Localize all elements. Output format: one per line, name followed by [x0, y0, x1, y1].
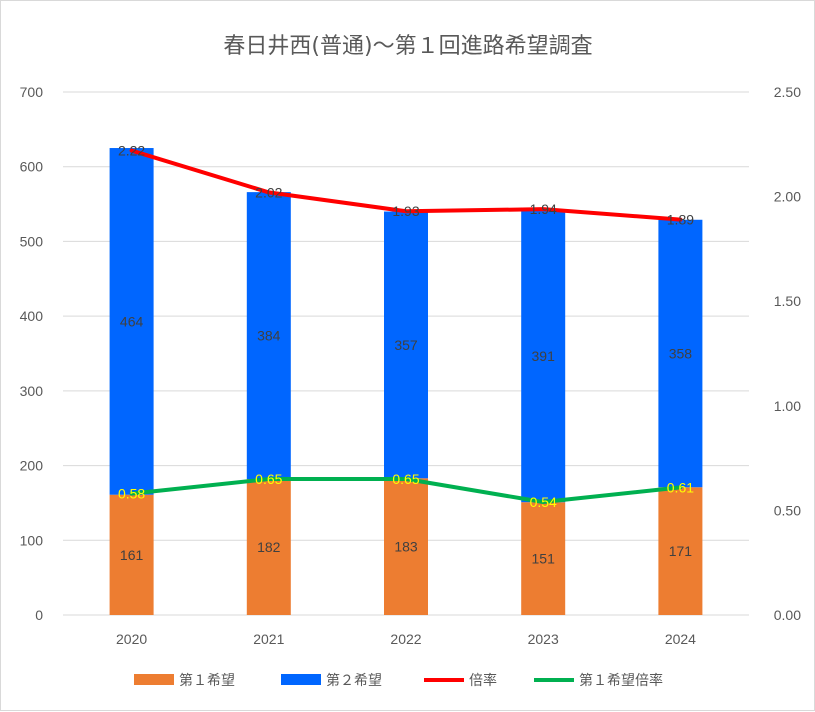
legend: 第１希望 第２希望 倍率 第１希望倍率	[134, 672, 663, 689]
bar-second-choice	[109, 148, 154, 495]
line-value-label: 0.65	[392, 471, 419, 487]
bar-value-label: 182	[257, 539, 281, 555]
bar-second-choice	[246, 192, 291, 480]
legend-label: 倍率	[469, 672, 497, 689]
y-left-tick-label: 500	[20, 233, 44, 249]
legend-label: 第２希望	[326, 672, 382, 689]
bar-first-choice	[246, 479, 291, 615]
line-value-label: 1.93	[392, 203, 419, 219]
y-left-tick-label: 0	[35, 607, 43, 623]
bar-value-label: 171	[669, 543, 693, 559]
legend-swatch	[281, 674, 321, 685]
line-value-label: 0.54	[530, 494, 557, 510]
line-value-label: 2.02	[255, 184, 282, 200]
x-tick-label: 2023	[528, 631, 559, 647]
legend-label: 第１希望倍率	[579, 672, 663, 689]
y-left-tick-label: 200	[20, 458, 44, 474]
bar-first-choice	[658, 487, 703, 615]
y-right-tick-label: 0.00	[774, 607, 801, 623]
y-right-tick-label: 1.50	[774, 293, 801, 309]
bar-second-choice	[521, 210, 566, 503]
ratio-line	[129, 148, 683, 222]
x-tick-label: 2022	[390, 631, 421, 647]
y-left-tick-label: 700	[20, 84, 44, 100]
y-left-tick-label: 400	[20, 308, 44, 324]
line-value-label: 0.61	[667, 479, 694, 495]
x-tick-label: 2021	[253, 631, 284, 647]
line-value-label: 0.65	[255, 471, 282, 487]
bar-second-choice	[658, 219, 703, 488]
bar-first-choice	[521, 502, 566, 615]
y-left-tick-label: 600	[20, 159, 44, 175]
x-tick-label: 2020	[116, 631, 147, 647]
bars	[109, 148, 703, 615]
y-right-tick-label: 0.50	[774, 502, 801, 518]
bar-value-label: 464	[120, 313, 144, 329]
chart-title: 春日井西(普通)〜第１回進路希望調査	[223, 34, 592, 59]
series-lines	[129, 148, 683, 505]
bar-value-label: 384	[257, 328, 281, 344]
bar-first-choice	[109, 494, 154, 615]
line-value-label: 2.22	[118, 143, 145, 159]
axis-tick-labels: 0 100 200 300 400 500 600 700 0.00 0.50 1.00 1.50 2.…	[20, 84, 802, 647]
x-tick-label: 2024	[665, 631, 696, 647]
bar-value-label: 183	[394, 539, 418, 555]
bar-value-label: 151	[532, 551, 556, 567]
bar-value-label: 391	[532, 348, 556, 364]
y-right-tick-label: 2.50	[774, 84, 801, 100]
y-left-tick-label: 300	[20, 383, 44, 399]
line-value-label: 1.94	[530, 201, 557, 217]
line-value-label: 1.89	[667, 212, 694, 228]
y-left-tick-label: 100	[20, 532, 44, 548]
legend-label: 第１希望	[179, 672, 235, 689]
line-value-label: 0.58	[118, 486, 145, 502]
first-choice-ratio-line	[129, 477, 683, 505]
y-right-tick-label: 1.00	[774, 398, 801, 414]
bar-value-label: 357	[394, 337, 418, 353]
bar-first-choice	[384, 478, 428, 615]
bar-second-choice	[384, 211, 428, 479]
y-right-tick-label: 2.00	[774, 189, 801, 205]
bar-value-label: 161	[120, 547, 144, 563]
bar-value-label: 358	[669, 346, 693, 362]
legend-swatch	[134, 674, 174, 685]
data-labels: 161 464 182 384 183 357 151 391 171 358 2.22 2.02 1.…	[118, 143, 694, 567]
